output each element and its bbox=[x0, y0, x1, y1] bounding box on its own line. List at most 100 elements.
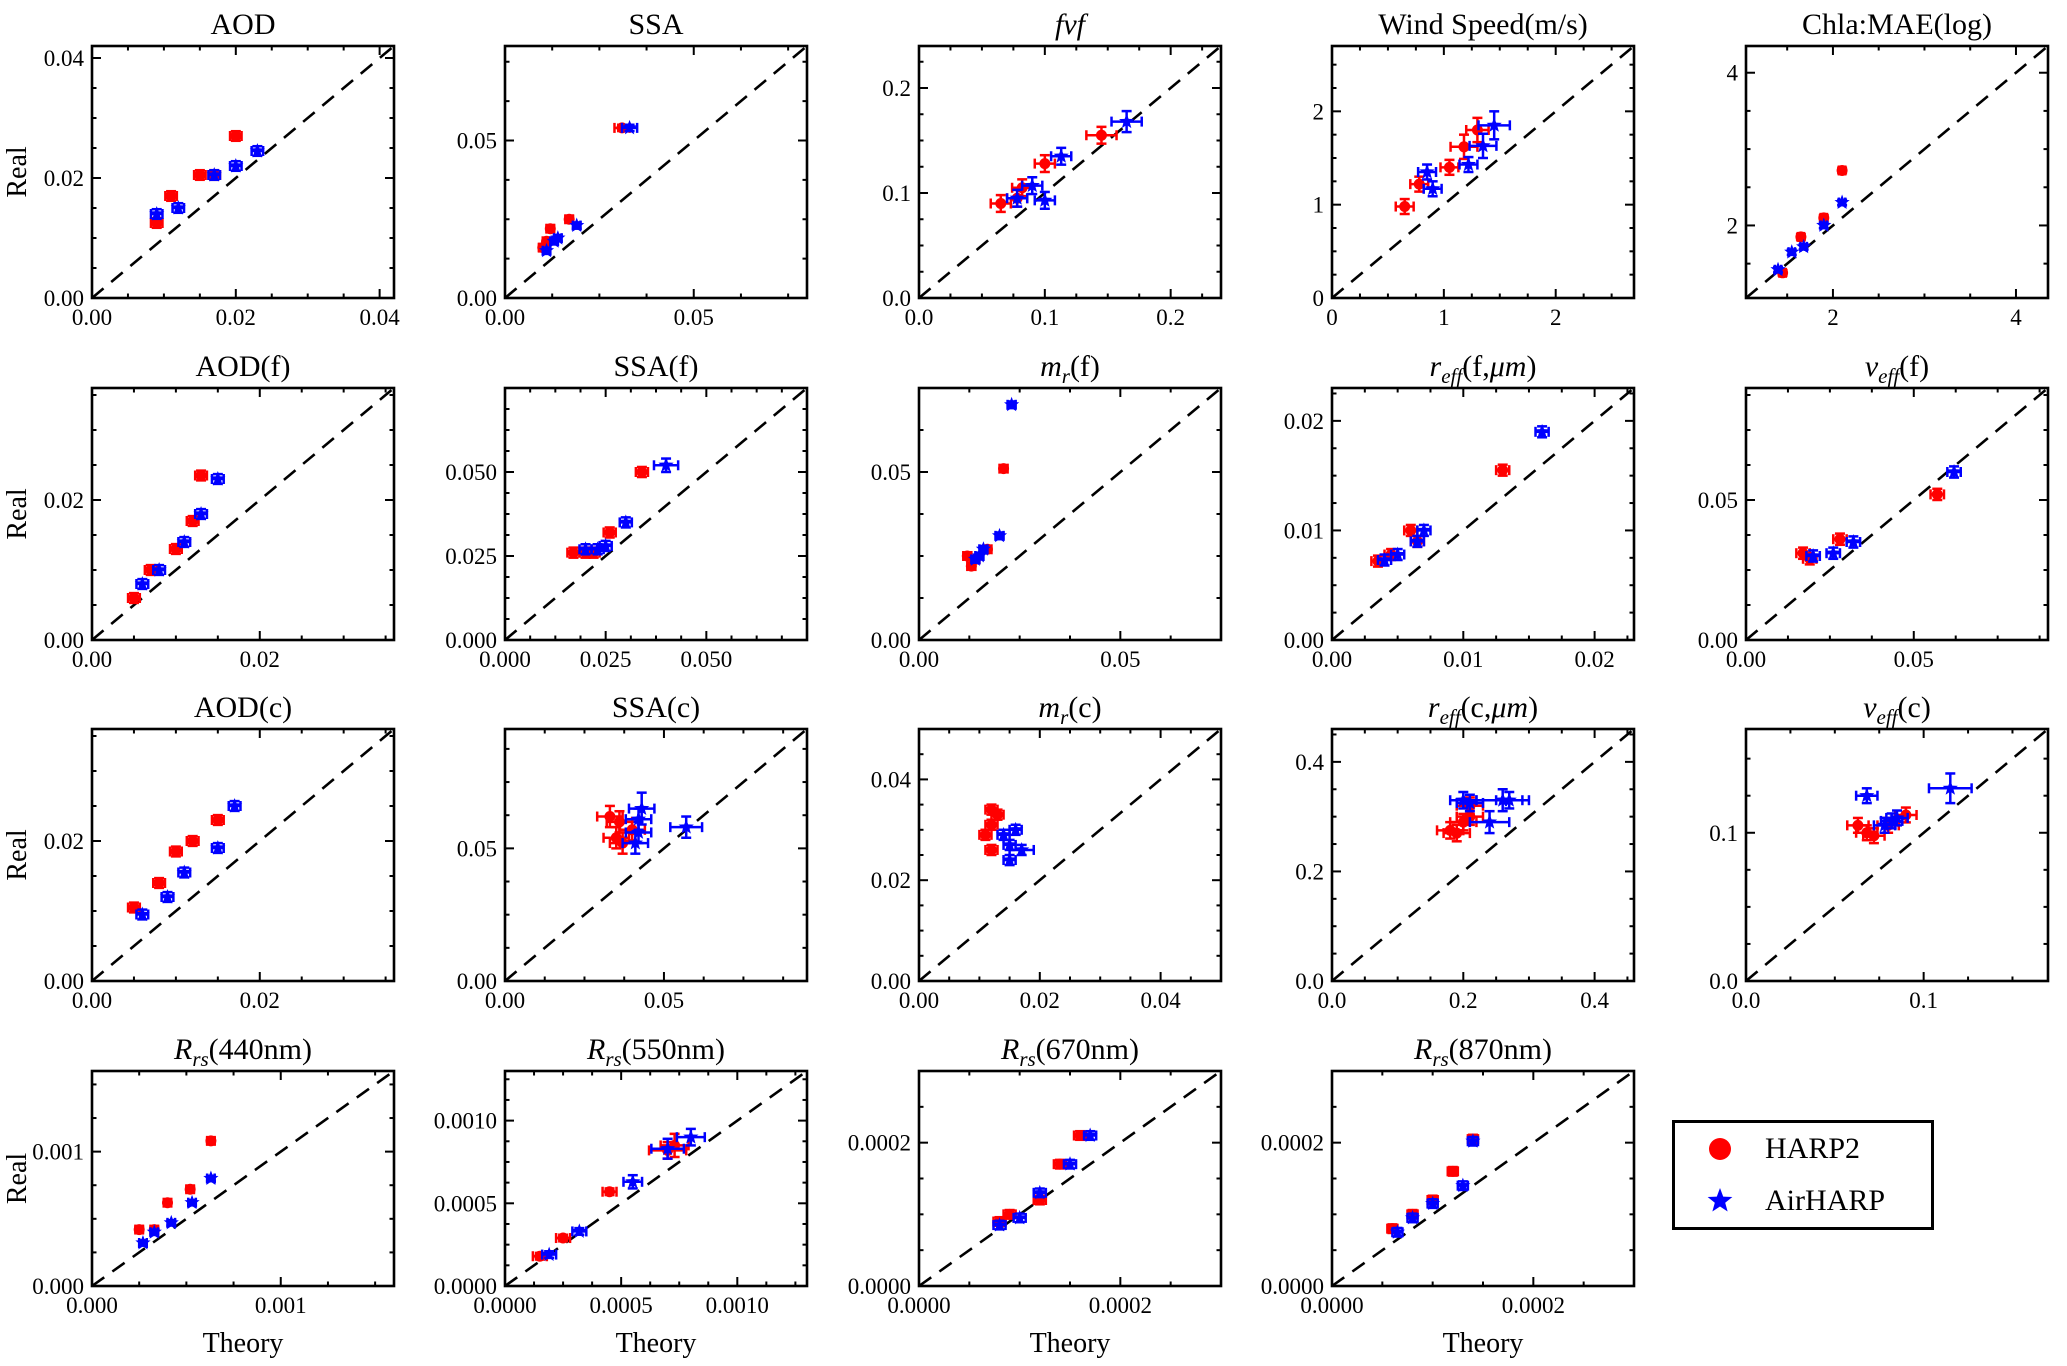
data-point bbox=[170, 543, 182, 555]
svg-text:0.2: 0.2 bbox=[1449, 988, 1478, 1013]
series-harp2 bbox=[978, 803, 1005, 857]
series-harp2 bbox=[1795, 487, 1946, 566]
series-airharp bbox=[577, 457, 680, 556]
data-point bbox=[1770, 261, 1786, 277]
subplot-AOD(c): 0.00 0.00 0.02 0.02 AOD(c) Real bbox=[0, 683, 414, 1030]
data-point bbox=[991, 1217, 1008, 1232]
svg-text:0.0002: 0.0002 bbox=[848, 1131, 911, 1156]
data-point bbox=[1119, 113, 1135, 129]
svg-text:0.02: 0.02 bbox=[1020, 988, 1060, 1013]
svg-text:0.02: 0.02 bbox=[871, 868, 911, 893]
axes-box bbox=[1330, 727, 1636, 983]
plot-title: AOD(c) bbox=[194, 691, 292, 724]
svg-text:0.000: 0.000 bbox=[32, 1274, 84, 1299]
data-point bbox=[228, 158, 244, 173]
data-point bbox=[998, 463, 1010, 475]
svg-text:0.025: 0.025 bbox=[580, 647, 632, 672]
data-point bbox=[1836, 164, 1848, 176]
star-marker-icon bbox=[1675, 1187, 1765, 1215]
svg-text:0.05: 0.05 bbox=[1698, 488, 1738, 513]
tick-labels: 0.0000.000 0.001 0.001 bbox=[32, 1140, 306, 1318]
svg-text:0.00: 0.00 bbox=[72, 305, 112, 330]
data-point bbox=[1460, 156, 1477, 172]
series-airharp bbox=[135, 1170, 219, 1250]
data-point bbox=[1082, 1127, 1098, 1142]
plot-canvas: 0.000.00 0.02 0.02 AOD(f) Real bbox=[2, 350, 396, 672]
tick-labels: 0.000.00 0.05 0.05 bbox=[457, 836, 684, 1013]
data-point bbox=[134, 576, 150, 591]
plot-title: SSA bbox=[628, 8, 683, 41]
plot-title: reff(c,μm) bbox=[1428, 691, 1538, 729]
svg-text:0.000: 0.000 bbox=[479, 647, 531, 672]
svg-text:0.02: 0.02 bbox=[1284, 409, 1324, 434]
data-point bbox=[604, 526, 616, 538]
data-point bbox=[658, 457, 674, 472]
series-harp2 bbox=[595, 804, 647, 855]
svg-text:0.2: 0.2 bbox=[1156, 305, 1185, 330]
tick-labels: 0.000.00 0.01 0.01 0.02 0.02 bbox=[1284, 409, 1615, 672]
plot-canvas: 0.00.0 0.1 0.1 0.2 0.2 fvf bbox=[882, 8, 1223, 330]
data-point bbox=[249, 143, 265, 158]
data-point bbox=[128, 902, 140, 913]
svg-text:2: 2 bbox=[1827, 305, 1839, 330]
data-point bbox=[194, 169, 206, 181]
ticks bbox=[918, 387, 1222, 641]
axes-box bbox=[503, 44, 809, 300]
ylabel: Real bbox=[2, 146, 33, 198]
svg-text:0.0000: 0.0000 bbox=[434, 1274, 497, 1299]
subplot-reff(f,μm): 0.00 0.00 0.01 0.01 0.02 0.02 reff(f,μm) bbox=[1240, 342, 1654, 689]
data-point bbox=[1001, 852, 1018, 867]
data-point bbox=[1024, 177, 1040, 193]
svg-text:0.001: 0.001 bbox=[32, 1140, 84, 1165]
subplot-SSA(c): 0.00 0.00 0.05 0.05 SSA(c) bbox=[413, 683, 827, 1030]
data-point bbox=[1032, 1184, 1048, 1200]
data-point bbox=[227, 798, 243, 813]
data-point bbox=[1447, 1165, 1459, 1177]
svg-text:0.050: 0.050 bbox=[680, 647, 732, 672]
xlabel: Theory bbox=[1030, 1328, 1111, 1359]
data-point bbox=[165, 190, 177, 202]
svg-text:0.00: 0.00 bbox=[44, 628, 84, 653]
data-point bbox=[1455, 792, 1471, 807]
series-airharp bbox=[1854, 772, 1973, 835]
ticks bbox=[504, 46, 807, 299]
svg-text:0.05: 0.05 bbox=[644, 988, 684, 1013]
subplot-reff(c,μm): 0.0 0.0 0.2 0.2 0.4 0.4 reff(c,μm) bbox=[1240, 683, 1654, 1030]
data-point bbox=[1931, 488, 1943, 500]
series-airharp bbox=[540, 1127, 707, 1262]
svg-text:0.05: 0.05 bbox=[457, 129, 497, 154]
svg-text:0.00: 0.00 bbox=[485, 988, 525, 1013]
ticks bbox=[1331, 46, 1634, 299]
ticks bbox=[504, 1071, 807, 1287]
svg-text:0.001: 0.001 bbox=[255, 1293, 307, 1318]
series-airharp bbox=[1376, 423, 1550, 567]
svg-text:0.02: 0.02 bbox=[44, 166, 84, 191]
series-airharp bbox=[621, 791, 704, 855]
svg-text:0.4: 0.4 bbox=[1580, 988, 1609, 1013]
svg-text:0.01: 0.01 bbox=[1443, 647, 1483, 672]
data-point bbox=[1946, 464, 1962, 479]
ticks bbox=[91, 46, 394, 299]
plot-canvas: 0.00.0 0.2 0.2 0.4 0.4 reff(c,μm) bbox=[1295, 691, 1636, 1013]
data-point bbox=[153, 877, 165, 889]
subplot-mr(f): 0.00 0.00 0.05 0.05 mr(f) bbox=[827, 342, 1241, 689]
svg-text:1: 1 bbox=[1438, 305, 1450, 330]
svg-text:0.05: 0.05 bbox=[1100, 647, 1140, 672]
svg-text:0.1: 0.1 bbox=[1709, 821, 1738, 846]
data-point bbox=[170, 200, 186, 215]
data-point bbox=[1443, 161, 1455, 173]
data-point bbox=[133, 1224, 145, 1236]
data-point bbox=[1501, 792, 1517, 807]
svg-text:0.00: 0.00 bbox=[1284, 628, 1324, 653]
svg-text:0.01: 0.01 bbox=[1284, 518, 1324, 543]
data-point bbox=[1012, 1209, 1028, 1225]
data-point bbox=[1462, 794, 1478, 810]
data-point bbox=[128, 592, 140, 604]
data-point bbox=[995, 826, 1012, 842]
data-point bbox=[1008, 821, 1024, 837]
svg-text:0.2: 0.2 bbox=[882, 76, 911, 101]
svg-text:0.050: 0.050 bbox=[445, 460, 497, 485]
